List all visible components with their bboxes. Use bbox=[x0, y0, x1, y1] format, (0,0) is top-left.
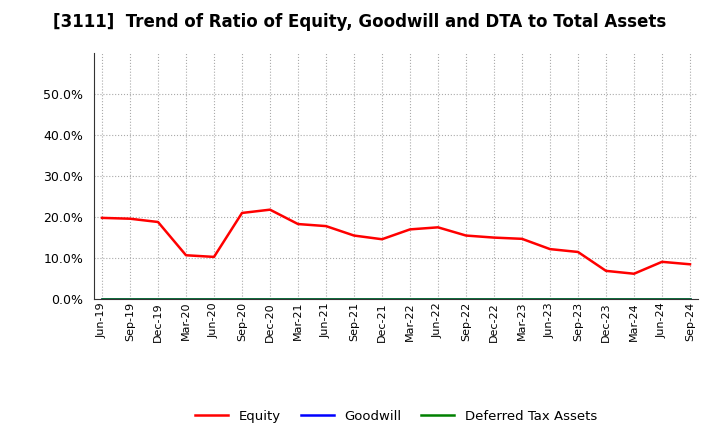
Equity bbox=[294, 221, 302, 227]
Goodwill bbox=[181, 297, 190, 302]
Deferred Tax Assets bbox=[322, 297, 330, 302]
Equity bbox=[433, 225, 442, 230]
Equity bbox=[405, 227, 414, 232]
Equity bbox=[153, 220, 162, 225]
Deferred Tax Assets bbox=[350, 297, 359, 302]
Goodwill bbox=[350, 297, 359, 302]
Equity bbox=[322, 224, 330, 229]
Equity bbox=[546, 246, 554, 252]
Deferred Tax Assets bbox=[153, 297, 162, 302]
Deferred Tax Assets bbox=[181, 297, 190, 302]
Deferred Tax Assets bbox=[518, 297, 526, 302]
Equity bbox=[657, 259, 666, 264]
Equity bbox=[490, 235, 498, 240]
Deferred Tax Assets bbox=[126, 297, 135, 302]
Deferred Tax Assets bbox=[433, 297, 442, 302]
Line: Equity: Equity bbox=[102, 210, 690, 274]
Deferred Tax Assets bbox=[657, 297, 666, 302]
Deferred Tax Assets bbox=[602, 297, 611, 302]
Goodwill bbox=[322, 297, 330, 302]
Equity bbox=[602, 268, 611, 274]
Equity bbox=[462, 233, 470, 238]
Deferred Tax Assets bbox=[98, 297, 107, 302]
Deferred Tax Assets bbox=[574, 297, 582, 302]
Text: [3111]  Trend of Ratio of Equity, Goodwill and DTA to Total Assets: [3111] Trend of Ratio of Equity, Goodwil… bbox=[53, 13, 667, 31]
Goodwill bbox=[238, 297, 246, 302]
Goodwill bbox=[405, 297, 414, 302]
Equity bbox=[181, 253, 190, 258]
Deferred Tax Assets bbox=[238, 297, 246, 302]
Equity bbox=[98, 215, 107, 220]
Goodwill bbox=[153, 297, 162, 302]
Goodwill bbox=[462, 297, 470, 302]
Deferred Tax Assets bbox=[210, 297, 218, 302]
Legend: Equity, Goodwill, Deferred Tax Assets: Equity, Goodwill, Deferred Tax Assets bbox=[190, 404, 602, 428]
Goodwill bbox=[630, 297, 639, 302]
Equity bbox=[238, 210, 246, 216]
Deferred Tax Assets bbox=[630, 297, 639, 302]
Deferred Tax Assets bbox=[685, 297, 694, 302]
Equity bbox=[266, 207, 274, 213]
Equity bbox=[378, 237, 387, 242]
Equity bbox=[574, 249, 582, 255]
Goodwill bbox=[126, 297, 135, 302]
Goodwill bbox=[210, 297, 218, 302]
Equity bbox=[350, 233, 359, 238]
Goodwill bbox=[98, 297, 107, 302]
Equity bbox=[685, 262, 694, 267]
Goodwill bbox=[685, 297, 694, 302]
Deferred Tax Assets bbox=[490, 297, 498, 302]
Goodwill bbox=[657, 297, 666, 302]
Goodwill bbox=[518, 297, 526, 302]
Equity bbox=[630, 271, 639, 276]
Goodwill bbox=[490, 297, 498, 302]
Equity bbox=[518, 236, 526, 242]
Goodwill bbox=[378, 297, 387, 302]
Goodwill bbox=[546, 297, 554, 302]
Deferred Tax Assets bbox=[294, 297, 302, 302]
Goodwill bbox=[266, 297, 274, 302]
Deferred Tax Assets bbox=[378, 297, 387, 302]
Goodwill bbox=[433, 297, 442, 302]
Equity bbox=[126, 216, 135, 221]
Goodwill bbox=[602, 297, 611, 302]
Goodwill bbox=[294, 297, 302, 302]
Deferred Tax Assets bbox=[546, 297, 554, 302]
Equity bbox=[210, 254, 218, 260]
Goodwill bbox=[574, 297, 582, 302]
Deferred Tax Assets bbox=[462, 297, 470, 302]
Deferred Tax Assets bbox=[405, 297, 414, 302]
Deferred Tax Assets bbox=[266, 297, 274, 302]
